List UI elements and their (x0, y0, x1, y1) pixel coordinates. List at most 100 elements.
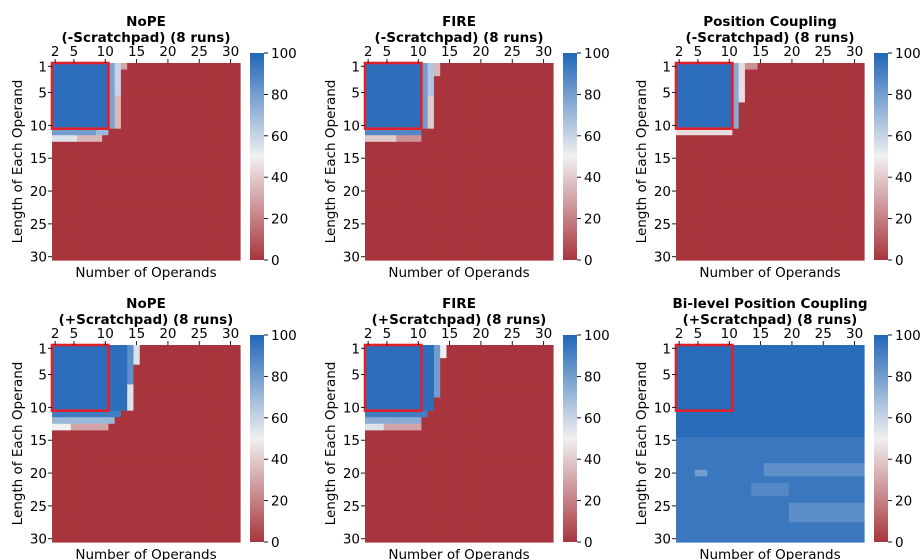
heatmap-cell (415, 417, 422, 425)
heatmap-cell (158, 482, 166, 491)
heatmap-cell (402, 351, 410, 359)
heatmap-cell (465, 122, 473, 130)
heatmap-cell (744, 240, 752, 248)
heatmap-cell (202, 194, 210, 202)
heatmap-cell (509, 220, 516, 228)
heatmap-cell (738, 384, 746, 392)
heatmap-cell (102, 135, 109, 143)
heatmap-cell (196, 450, 203, 458)
heatmap-cell (509, 515, 516, 523)
heatmap-cell (77, 496, 84, 504)
heatmap-cell (446, 469, 454, 477)
heatmap-cell (452, 535, 460, 543)
heatmap-cell (521, 476, 529, 484)
heatmap-cell (402, 502, 410, 510)
heatmap-cell (540, 108, 548, 117)
heatmap-cell (851, 69, 859, 77)
heatmap-cell (52, 469, 59, 477)
heatmap-cell (70, 69, 78, 77)
heatmap-cell (171, 430, 178, 438)
heatmap-cell (52, 148, 59, 156)
heatmap-cell (139, 240, 147, 248)
colorbar-tick-label: 0 (584, 535, 593, 551)
heatmap-cell (546, 496, 554, 504)
heatmap-cell (832, 246, 840, 255)
heatmap-cell (788, 76, 796, 84)
heatmap-cell (477, 95, 485, 103)
heatmap-cell (795, 108, 802, 117)
heatmap-cell (540, 436, 548, 445)
heatmap-cell (795, 187, 802, 195)
heatmap-cell (89, 187, 97, 195)
heatmap-cell (383, 482, 391, 491)
heatmap-cell (146, 423, 153, 431)
colorbar-tick-label: 0 (584, 253, 593, 269)
heatmap-cell (770, 128, 777, 136)
heatmap-cell (365, 509, 372, 517)
heatmap-cell (440, 377, 448, 385)
heatmap-cell (509, 128, 516, 136)
heatmap-cell (795, 384, 802, 392)
heatmap-cell (433, 187, 441, 195)
heatmap-cell (133, 76, 141, 84)
heatmap-cell (509, 108, 516, 117)
heatmap-cell (202, 161, 210, 169)
heatmap-cell (465, 233, 473, 241)
heatmap-cell (77, 528, 84, 537)
heatmap-cell (83, 200, 91, 209)
heatmap-cell (127, 141, 135, 149)
heatmap-cell (726, 89, 733, 97)
heatmap-cell (540, 115, 548, 123)
heatmap-cell (719, 351, 727, 359)
heatmap-cell (732, 390, 740, 399)
heatmap-cell (801, 240, 809, 248)
heatmap-cell (189, 404, 197, 412)
heatmap-cell (484, 456, 491, 464)
heatmap-cell (770, 390, 777, 399)
heatmap-cell (477, 122, 485, 130)
heatmap-cell (95, 535, 103, 543)
heatmap-cell (546, 384, 554, 392)
heatmap-cell (857, 122, 865, 130)
heatmap-cell (152, 214, 160, 222)
y-tick-label: 25 (30, 499, 47, 515)
heatmap-cell (189, 482, 197, 491)
heatmap-cell (433, 82, 441, 90)
heatmap-cell (102, 404, 109, 412)
heatmap-cell (813, 220, 821, 228)
heatmap-cell (515, 246, 523, 255)
heatmap-cell (701, 390, 708, 399)
heatmap-cell (77, 443, 84, 451)
heatmap-cell (427, 390, 435, 399)
heatmap-cell (227, 384, 235, 392)
heatmap-cell (158, 476, 166, 484)
heatmap-cell (64, 200, 72, 209)
heatmap-cell (490, 128, 498, 136)
heatmap-cell (127, 233, 135, 241)
heatmap-cell (177, 515, 185, 523)
heatmap-cell (102, 246, 109, 255)
heatmap-cell (484, 463, 491, 471)
heatmap-cell (477, 246, 485, 255)
heatmap-cell (845, 253, 853, 261)
heatmap-cell (701, 108, 708, 117)
heatmap-cell (515, 450, 523, 458)
heatmap-cell (114, 227, 122, 235)
heatmap-cell (171, 397, 178, 405)
heatmap-cell (196, 404, 203, 412)
heatmap-cell (196, 253, 203, 261)
heatmap-cell (196, 246, 203, 255)
heatmap-cell (183, 82, 191, 90)
heatmap-cell (83, 108, 91, 117)
heatmap-cell (83, 168, 91, 176)
heatmap-cell (371, 95, 379, 103)
heatmap-cell (701, 82, 708, 90)
heatmap-cell (732, 82, 740, 90)
heatmap-cell (139, 463, 147, 471)
heatmap-cell (452, 436, 460, 445)
heatmap-cell (534, 227, 542, 235)
heatmap-cell (108, 509, 116, 517)
heatmap-cell (490, 450, 498, 458)
heatmap-cell (751, 168, 759, 176)
heatmap-cell (682, 174, 690, 182)
